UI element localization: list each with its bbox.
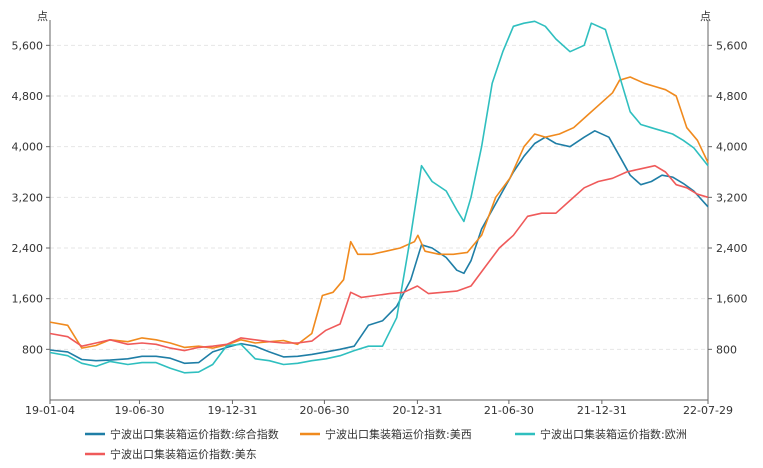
- x-tick-label: 20-06-30: [299, 404, 349, 417]
- y-tick-label-left: 2,400: [12, 242, 44, 255]
- y-tick-label-left: 4,800: [12, 90, 44, 103]
- x-tick-label: 19-06-30: [114, 404, 164, 417]
- series-line: [49, 130, 709, 365]
- y-tick-label-right: 1,600: [716, 293, 748, 306]
- series-line: [49, 76, 709, 349]
- x-tick-label: 19-12-31: [207, 404, 257, 417]
- x-tick-label: 21-06-30: [484, 404, 534, 417]
- y-tick-label-right: 800: [716, 343, 737, 356]
- y-tick-label-right: 3,200: [716, 191, 748, 204]
- y-tick-label-left: 3,200: [12, 191, 44, 204]
- y-tick-label-right: 4,800: [716, 90, 748, 103]
- series-line: [49, 20, 709, 374]
- legend-label: 宁波出口集装箱运价指数:欧洲: [540, 427, 687, 441]
- series-lines: [49, 20, 709, 374]
- x-tick-label: 20-12-31: [392, 404, 442, 417]
- y-ticks: 800 800 1,600 1,600 2,400 2,400 3,200 3,200 4,00…: [12, 39, 748, 356]
- grid-lines: [50, 44, 708, 350]
- y-unit-left: 点: [37, 10, 48, 23]
- axes: 点 点: [37, 10, 711, 401]
- y-tick-label-right: 4,000: [716, 141, 748, 154]
- x-tick-label: 19-01-04: [25, 404, 75, 417]
- legend-item[interactable]: 宁波出口集装箱运价指数:综合指数: [85, 427, 279, 441]
- legend-label: 宁波出口集装箱运价指数:美西: [325, 427, 472, 441]
- y-tick-label-left: 4,000: [12, 141, 44, 154]
- y-tick-label-right: 5,600: [716, 39, 748, 52]
- y-tick-label-left: 1,600: [12, 293, 44, 306]
- x-tick-label: 22-07-29: [683, 404, 733, 417]
- legend-item[interactable]: 宁波出口集装箱运价指数:美西: [300, 427, 472, 441]
- series-line: [49, 164, 709, 352]
- y-unit-right: 点: [700, 10, 711, 23]
- legend-item[interactable]: 宁波出口集装箱运价指数:欧洲: [515, 427, 687, 441]
- legend-label: 宁波出口集装箱运价指数:美东: [110, 447, 257, 461]
- legend-item[interactable]: 宁波出口集装箱运价指数:美东: [85, 447, 257, 461]
- y-tick-label-left: 5,600: [12, 39, 44, 52]
- y-tick-label-left: 800: [22, 343, 43, 356]
- legend[interactable]: 宁波出口集装箱运价指数:综合指数 宁波出口集装箱运价指数:美西 宁波出口集装箱运价指…: [85, 427, 687, 461]
- legend-label: 宁波出口集装箱运价指数:综合指数: [110, 427, 279, 441]
- y-tick-label-right: 2,400: [716, 242, 748, 255]
- x-tick-label: 21-12-31: [577, 404, 627, 417]
- x-ticks: 19-01-04 19-06-30 19-12-31 20-06-30 20-12-31…: [25, 400, 733, 417]
